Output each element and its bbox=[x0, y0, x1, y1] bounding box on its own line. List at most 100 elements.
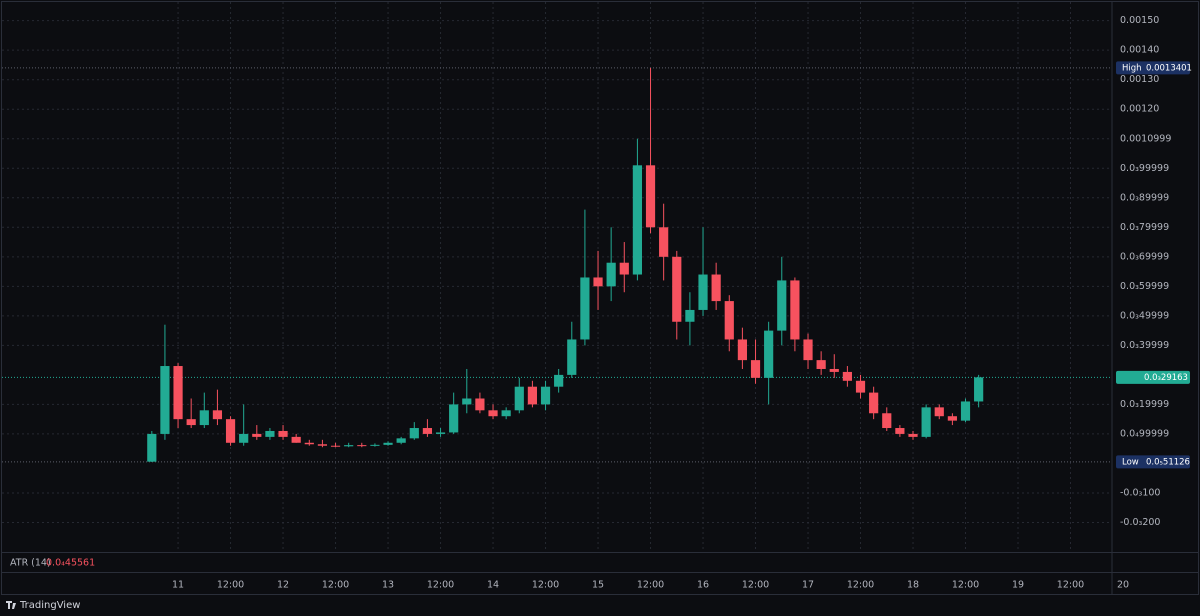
candle-body bbox=[803, 339, 813, 361]
candle-body bbox=[960, 401, 971, 421]
indicator-value: 0.0₄45561 bbox=[46, 558, 95, 569]
y-tick-label: 0.0₃39999 bbox=[1120, 340, 1169, 351]
price-badge bbox=[1116, 455, 1190, 469]
candle-body bbox=[291, 436, 301, 443]
candle-body bbox=[462, 398, 472, 405]
candle-body bbox=[869, 392, 879, 414]
candle-body bbox=[383, 442, 393, 445]
candle-body bbox=[212, 410, 223, 420]
candle-body bbox=[724, 301, 734, 340]
candle-body bbox=[501, 410, 511, 417]
y-tick-label: 0.00150 bbox=[1120, 15, 1159, 26]
candle-body bbox=[239, 433, 249, 443]
y-tick-label: 0.0₃79999 bbox=[1120, 222, 1169, 233]
candle-body bbox=[947, 416, 957, 421]
candle-body bbox=[934, 407, 944, 417]
badge-label: Low bbox=[1122, 457, 1139, 467]
candle-body bbox=[186, 419, 196, 426]
x-tick-label: 18 bbox=[907, 580, 919, 591]
candle-body bbox=[750, 360, 761, 378]
candle-body bbox=[554, 374, 564, 387]
y-tick-label: 0.0₃19999 bbox=[1120, 399, 1169, 410]
candle-body bbox=[199, 410, 209, 426]
candle-body bbox=[422, 428, 433, 434]
candle-body bbox=[475, 398, 485, 411]
plot bbox=[2, 2, 1112, 552]
badge-value: 0.0₅51126 bbox=[1146, 457, 1190, 467]
price-badge bbox=[1116, 370, 1190, 384]
candle-body bbox=[974, 377, 984, 402]
frame bbox=[1, 1, 1199, 595]
candle-body bbox=[344, 445, 354, 447]
candle-body bbox=[632, 165, 642, 275]
logo: TradingView bbox=[6, 600, 80, 611]
footer-brand: TradingView bbox=[19, 600, 80, 611]
candle-body bbox=[645, 165, 656, 228]
y-tick-label: 0.0₃69999 bbox=[1120, 251, 1169, 262]
candle-body bbox=[540, 386, 551, 405]
candle-body bbox=[855, 380, 866, 393]
candle-body bbox=[842, 371, 852, 381]
candle-body bbox=[567, 339, 577, 375]
x-tick-label: 12:00 bbox=[1057, 580, 1084, 591]
candle-body bbox=[711, 274, 721, 302]
x-tick-label: 12:00 bbox=[637, 580, 664, 591]
badge-label: High bbox=[1122, 63, 1142, 73]
y-tick-label: 0.0₃99999 bbox=[1120, 163, 1169, 174]
x-tick-label: 13 bbox=[382, 580, 394, 591]
candle-body bbox=[435, 432, 446, 434]
candle-body bbox=[882, 413, 892, 429]
candle-body bbox=[921, 407, 931, 437]
candle-body bbox=[488, 410, 498, 417]
x-tick-label: 19 bbox=[1012, 580, 1024, 591]
x-tick-label: 12:00 bbox=[952, 580, 979, 591]
x-tick-label: 12 bbox=[277, 580, 289, 591]
x-tick-label: 12:00 bbox=[847, 580, 874, 591]
candle-body bbox=[527, 386, 538, 405]
candle-body bbox=[396, 438, 406, 443]
candle-body bbox=[370, 444, 380, 446]
logo-mark bbox=[6, 601, 16, 609]
candle-body bbox=[829, 368, 839, 372]
badge-value: 0.0₃29163 bbox=[1144, 373, 1188, 383]
candle-body bbox=[330, 445, 341, 447]
candle-body bbox=[777, 280, 787, 331]
x-tick-label: 16 bbox=[697, 580, 709, 591]
indicator-label: ATR (14) bbox=[10, 558, 51, 569]
candle-body bbox=[790, 280, 800, 340]
y-tick-label: 0.0₄99999 bbox=[1120, 428, 1169, 439]
x-tick-label: 12:00 bbox=[217, 580, 244, 591]
price-badge bbox=[1116, 61, 1190, 75]
candle-body bbox=[908, 433, 918, 437]
candle-body bbox=[514, 386, 524, 411]
candle-body bbox=[659, 227, 669, 257]
candle-body bbox=[409, 428, 419, 439]
candle-body bbox=[580, 277, 590, 340]
y-tick-label: 0.00140 bbox=[1120, 45, 1159, 56]
candle-body bbox=[173, 366, 183, 420]
candle-body bbox=[278, 430, 288, 437]
candle-body bbox=[619, 262, 629, 275]
x-tick-label: 12:00 bbox=[742, 580, 769, 591]
y-tick-label: -0.0₃200 bbox=[1120, 517, 1160, 528]
candle-body bbox=[304, 442, 314, 445]
candle-body bbox=[252, 433, 262, 437]
x-tick-label: 12:00 bbox=[532, 580, 559, 591]
y-tick-label: 0.00120 bbox=[1120, 104, 1159, 115]
candle-body bbox=[895, 428, 905, 434]
candle-body bbox=[764, 330, 774, 378]
candle-body bbox=[357, 445, 367, 447]
x-tick-label: 17 bbox=[802, 580, 814, 591]
candle-body bbox=[606, 262, 616, 287]
x-tick-label: 11 bbox=[172, 580, 184, 591]
x-tick-label: 12:00 bbox=[322, 580, 349, 591]
candle-body bbox=[160, 366, 170, 434]
candle-body bbox=[265, 430, 275, 437]
y-tick-label: 0.0010999 bbox=[1120, 133, 1171, 144]
candle-body bbox=[672, 256, 682, 322]
candle-body bbox=[737, 339, 747, 361]
y-tick-label: 0.0₃59999 bbox=[1120, 281, 1169, 292]
x-tick-label: 15 bbox=[592, 580, 604, 591]
